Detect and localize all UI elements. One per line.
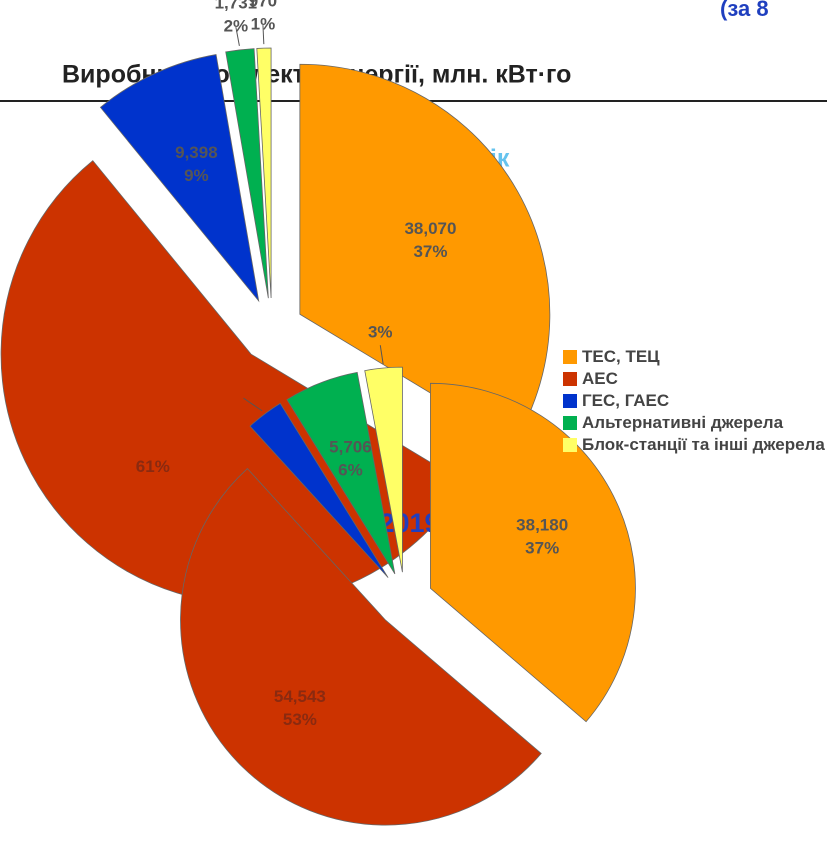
pie-slice (364, 366, 403, 573)
value-label: 37% (525, 538, 559, 557)
legend-label: Альтернативні джерела (582, 413, 784, 432)
value-label: 37% (413, 242, 447, 261)
amount-label: 1,731 (215, 0, 258, 13)
leader-line (379, 345, 384, 365)
legend-swatch (563, 394, 577, 408)
legend-label: АЕС (582, 369, 618, 388)
amount-label: 54,543 (274, 687, 326, 706)
value-label: 6% (338, 461, 363, 480)
legend-item: ГЕС, ГАЕС (563, 390, 825, 411)
amount-label: 970 (249, 0, 277, 11)
legend-swatch (563, 416, 577, 430)
leader-line (243, 397, 263, 412)
leader-line (235, 26, 240, 46)
legend-item: Альтернативні джерела (563, 412, 825, 433)
legend: ТЕС, ТЕЦ АЕС ГЕС, ГАЕС Альтернативні джерел… (563, 346, 825, 456)
amount-label: 9,398 (175, 143, 218, 162)
legend-item: Блок-станції та інші джерела (563, 434, 825, 455)
value-label: 9% (184, 166, 209, 185)
value-label: 3% (368, 323, 393, 342)
amount-label: 5,706 (329, 438, 372, 457)
legend-item: АЕС (563, 368, 825, 389)
amount-label: 38,180 (516, 515, 568, 534)
pie-slice (249, 402, 389, 578)
amount-label: 38,070 (404, 219, 456, 238)
pie-slice (180, 468, 542, 826)
legend-swatch (563, 350, 577, 364)
value-label: 53% (283, 710, 317, 729)
leader-line (262, 25, 265, 45)
pie-slice (99, 54, 260, 303)
legend-item: ТЕС, ТЕЦ (563, 346, 825, 367)
pie-slice (299, 63, 551, 444)
value-label: 1% (251, 15, 276, 34)
legend-label: ТЕС, ТЕЦ (582, 347, 660, 366)
value-label: 2% (224, 17, 249, 36)
pie-slice (225, 48, 269, 299)
pie-slice (256, 47, 272, 299)
note: (за 8 (720, 0, 769, 21)
pie-slice (286, 371, 396, 575)
legend-swatch (563, 372, 577, 386)
legend-swatch (563, 438, 577, 452)
value-label: 61% (136, 457, 170, 476)
pie-slice (430, 382, 636, 723)
legend-label: ГЕС, ГАЕС (582, 391, 670, 410)
legend-label: Блок-станції та інші джерела (582, 435, 825, 454)
